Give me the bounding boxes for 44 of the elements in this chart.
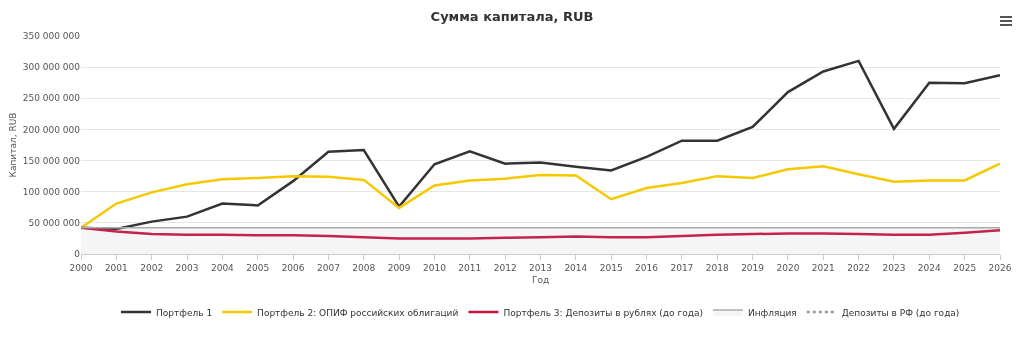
legend-label: Портфель 1 (156, 307, 213, 318)
x-tick-label: 2007 (316, 262, 340, 273)
x-tick-label: 2024 (917, 262, 942, 273)
x-tick-label: 2015 (599, 262, 623, 273)
x-tick-label: 2011 (458, 262, 482, 273)
x-tick-label: 2023 (882, 262, 906, 273)
y-tick-label: 250 000 000 (22, 93, 81, 104)
y-tick-label: 300 000 000 (22, 62, 81, 73)
legend-label: Инфляция (747, 307, 797, 318)
x-tick-label: 2000 (69, 262, 93, 273)
x-tick-label: 2026 (988, 262, 1012, 273)
x-tick-label: 2005 (246, 262, 270, 273)
legend-label: Портфель 3: Депозиты в рублях (до года) (503, 307, 703, 318)
x-tick-label: 2001 (104, 262, 128, 273)
x-tick-label: 2009 (387, 262, 411, 273)
x-tick-label: 2006 (281, 262, 305, 273)
x-tick-label: 2022 (847, 262, 871, 273)
x-tick-label: 2012 (493, 262, 517, 273)
x-tick-label: 2002 (140, 262, 164, 273)
y-tick-label: 150 000 000 (22, 155, 81, 166)
legend-label: Депозиты в РФ (до года) (841, 307, 960, 318)
chart-title: Сумма капитала, RUB (430, 8, 594, 24)
x-tick-label: 2013 (529, 262, 552, 273)
x-tick-label: 2003 (175, 262, 199, 273)
x-tick-label: 2014 (564, 262, 588, 273)
x-tick-label: 2008 (352, 262, 376, 273)
x-tick-label: 2025 (953, 262, 977, 273)
y-tick-label: 0 (74, 249, 81, 260)
x-tick-label: 2020 (776, 262, 800, 273)
x-tick-label: 2004 (210, 262, 235, 273)
y-tick-label: 50 000 000 (28, 218, 81, 229)
y-tick-label: 350 000 000 (22, 31, 81, 42)
y-axis-title: Капитал, RUB (8, 112, 19, 178)
legend-label: Портфель 2: ОПИФ российских облигаций (257, 307, 459, 318)
y-tick-label: 100 000 000 (22, 186, 81, 197)
x-tick-label: 2021 (811, 262, 835, 273)
x-axis-title: Год (531, 274, 550, 285)
y-tick-label: 200 000 000 (22, 124, 81, 135)
x-tick-label: 2018 (705, 262, 729, 273)
x-tick-label: 2019 (741, 262, 765, 273)
x-tick-label: 2010 (423, 262, 447, 273)
x-tick-label: 2017 (670, 262, 694, 273)
x-tick-label: 2016 (635, 262, 659, 273)
line-series (81, 162, 1000, 230)
